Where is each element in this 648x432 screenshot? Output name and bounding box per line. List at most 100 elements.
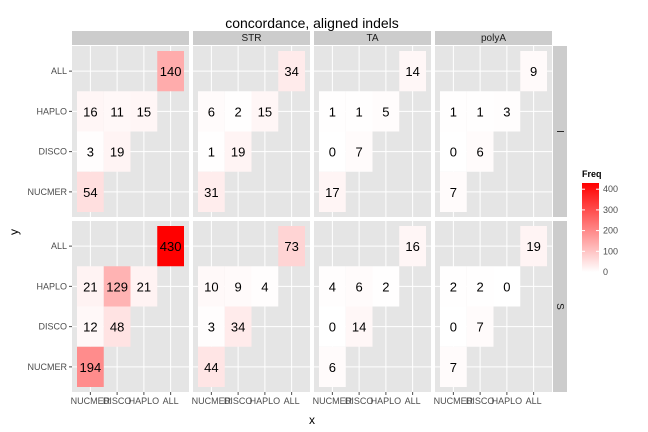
heatmap-cell bbox=[130, 266, 158, 307]
heatmap-cell bbox=[466, 306, 494, 347]
cell-value-label: 34 bbox=[231, 320, 245, 335]
legend: Freq 0 100 200 300 400 bbox=[582, 169, 618, 277]
cell-value-label: 15 bbox=[258, 104, 272, 119]
legend-colorbar bbox=[582, 183, 599, 272]
heatmap-cell bbox=[520, 226, 547, 267]
x-tick-label: ALL bbox=[405, 396, 421, 406]
heatmap-cell bbox=[251, 266, 279, 307]
heatmap-cell bbox=[440, 91, 467, 132]
heatmap-cell bbox=[319, 306, 346, 347]
cell-value-label: 48 bbox=[110, 320, 124, 335]
facet-col-strip bbox=[72, 31, 189, 45]
facet-col-strip-bg bbox=[193, 31, 310, 45]
heatmap-cell bbox=[251, 91, 279, 132]
heatmap-cell bbox=[103, 91, 131, 132]
cell-value-label: 34 bbox=[284, 64, 298, 79]
x-tick-label: DISCO bbox=[224, 396, 253, 406]
heatmap-cell bbox=[198, 171, 225, 212]
cell-value-label: 17 bbox=[325, 185, 339, 200]
x-tick-label: NUCMER bbox=[313, 396, 353, 406]
cell-value-label: 2 bbox=[235, 104, 242, 119]
cell-value-label: 3 bbox=[208, 320, 215, 335]
cell-value-label: 14 bbox=[405, 64, 419, 79]
legend-tick-label: 100 bbox=[603, 246, 618, 256]
cell-value-label: 0 bbox=[329, 320, 336, 335]
heatmap-cell bbox=[319, 91, 346, 132]
cell-value-label: 10 bbox=[204, 279, 218, 294]
facet-row-label: S bbox=[554, 303, 565, 310]
facet-col-label: STR bbox=[242, 33, 262, 44]
heatmap-cell bbox=[493, 91, 521, 132]
facet-row-strip: S bbox=[553, 221, 567, 392]
cell-value-label: 6 bbox=[329, 360, 336, 375]
cell-value-label: 9 bbox=[235, 279, 242, 294]
cell-value-label: 5 bbox=[382, 104, 389, 119]
cell-value-label: 7 bbox=[450, 360, 457, 375]
heatmap-cell bbox=[77, 306, 104, 347]
heatmap-cell bbox=[130, 91, 158, 132]
cell-value-label: 430 bbox=[160, 239, 182, 254]
facet-panel: 430 21 129 21 12 48 194 bbox=[72, 221, 189, 392]
x-tick-label: ALL bbox=[163, 396, 179, 406]
cell-value-label: 194 bbox=[80, 360, 102, 375]
x-tick-label: ALL bbox=[526, 396, 542, 406]
heatmap-cell bbox=[466, 91, 494, 132]
heatmap-cell bbox=[440, 131, 467, 172]
x-tick-label: HAPLO bbox=[250, 396, 281, 406]
facet-col-strip-bg bbox=[314, 31, 431, 45]
cell-value-label: 1 bbox=[329, 104, 336, 119]
cell-value-label: 16 bbox=[83, 104, 97, 119]
cell-value-label: 19 bbox=[231, 145, 245, 160]
cell-value-label: 9 bbox=[530, 64, 537, 79]
cell-value-label: 19 bbox=[110, 145, 124, 160]
cell-value-label: 21 bbox=[137, 279, 151, 294]
heatmap-cell bbox=[198, 306, 225, 347]
facet-panel: 73 10 9 4 3 34 44 bbox=[193, 221, 310, 392]
cell-value-label: 0 bbox=[503, 279, 510, 294]
legend-ticks: 0 100 200 300 400 bbox=[582, 184, 618, 277]
cell-value-label: 12 bbox=[83, 320, 97, 335]
x-tick-label: ALL bbox=[284, 396, 300, 406]
cell-value-label: 16 bbox=[405, 239, 419, 254]
x-tick-label: HAPLO bbox=[492, 396, 523, 406]
cell-value-label: 31 bbox=[204, 185, 218, 200]
cell-value-label: 2 bbox=[477, 279, 484, 294]
y-axis-title: y bbox=[7, 229, 21, 235]
heatmap-cell bbox=[345, 91, 373, 132]
heatmap-cell bbox=[345, 266, 373, 307]
cell-value-label: 15 bbox=[137, 104, 151, 119]
cell-value-label: 7 bbox=[450, 185, 457, 200]
x-tick-label: DISCO bbox=[103, 396, 132, 406]
cell-value-label: 6 bbox=[477, 145, 484, 160]
cell-value-label: 3 bbox=[503, 104, 510, 119]
cell-value-label: 129 bbox=[106, 279, 128, 294]
y-tick-label: HAPLO bbox=[36, 281, 67, 291]
heatmap-cell bbox=[319, 266, 346, 307]
y-tick-label: ALL bbox=[51, 241, 67, 251]
cell-value-label: 73 bbox=[284, 239, 298, 254]
y-tick-label: ALL bbox=[51, 66, 67, 76]
cell-value-label: 3 bbox=[87, 145, 94, 160]
heatmap-cell bbox=[440, 171, 467, 212]
facet-panel: 140 16 11 15 3 19 54 bbox=[72, 46, 189, 217]
facet-row-label: I bbox=[554, 130, 565, 133]
cell-value-label: 54 bbox=[83, 185, 97, 200]
x-tick-label: NUCMER bbox=[192, 396, 232, 406]
y-tick-label: DISCO bbox=[38, 147, 67, 157]
cell-value-label: 0 bbox=[450, 320, 457, 335]
cell-value-label: 7 bbox=[477, 320, 484, 335]
cell-value-label: 1 bbox=[208, 145, 215, 160]
x-tick-label: HAPLO bbox=[129, 396, 160, 406]
cell-value-label: 44 bbox=[204, 360, 218, 375]
facet-panel: 19 2 2 0 0 7 7 bbox=[435, 221, 552, 392]
y-tick-label: DISCO bbox=[38, 322, 67, 332]
x-axis-title: x bbox=[309, 413, 315, 427]
facet-col-label: TA bbox=[366, 33, 378, 44]
cell-value-label: 0 bbox=[450, 145, 457, 160]
facet-col-strip: polyA bbox=[435, 31, 552, 45]
x-tick-label: HAPLO bbox=[371, 396, 402, 406]
cell-value-label: 14 bbox=[352, 320, 366, 335]
x-tick-label: DISCO bbox=[466, 396, 495, 406]
cell-value-label: 4 bbox=[329, 279, 336, 294]
